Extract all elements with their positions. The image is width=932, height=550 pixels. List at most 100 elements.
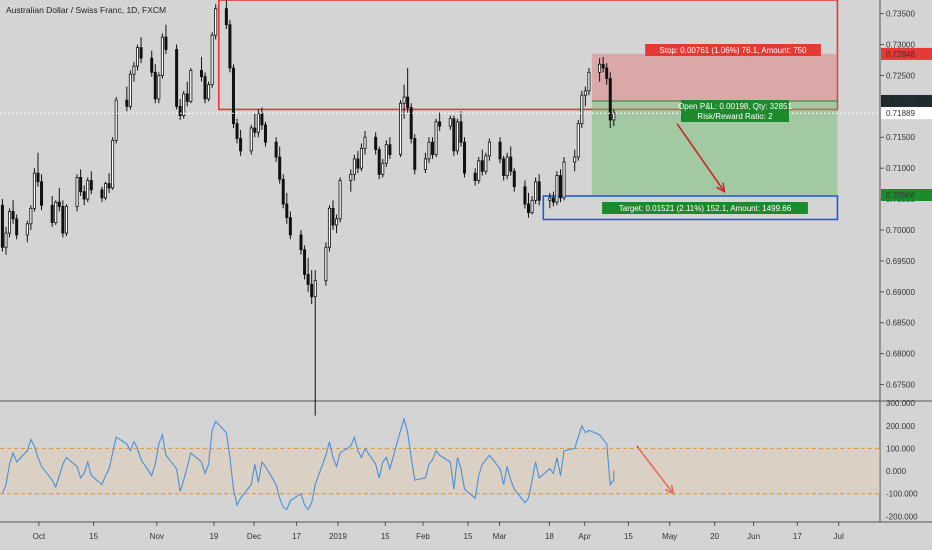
x-tick-label: 15 <box>464 532 473 541</box>
candle-body <box>285 203 289 219</box>
candle-body <box>111 139 115 189</box>
candle <box>36 152 40 187</box>
candle <box>160 33 164 79</box>
candle-body <box>406 96 410 108</box>
candle-body <box>64 206 68 234</box>
x-tick-label: Nov <box>150 532 164 541</box>
candle-body <box>210 34 214 86</box>
candle <box>310 270 314 305</box>
candle <box>153 64 157 104</box>
candle-body <box>132 65 136 75</box>
candle <box>406 68 410 113</box>
candle-body <box>189 70 193 102</box>
candle-body <box>256 113 260 133</box>
candle-body <box>15 218 19 236</box>
x-tick-label: Jul <box>834 532 844 541</box>
candle <box>0 199 4 252</box>
candle-body <box>477 160 481 181</box>
candle-body <box>104 183 108 199</box>
candle <box>207 81 211 102</box>
candle-body <box>374 136 378 151</box>
candle <box>79 169 83 196</box>
candle-body <box>160 36 164 76</box>
candle <box>256 109 260 138</box>
x-tick-label: Jun <box>747 532 760 541</box>
candle-body <box>580 94 584 125</box>
candle-body <box>313 280 317 298</box>
candle-body <box>548 197 552 201</box>
candle-body <box>448 118 452 127</box>
candle-body <box>363 136 367 149</box>
candle-body <box>459 121 463 143</box>
candle <box>427 137 431 164</box>
candle-body <box>605 67 609 79</box>
candle <box>239 129 243 156</box>
x-tick-label: 15 <box>624 532 633 541</box>
y-tick-label: 0.69500 <box>886 257 915 266</box>
candle <box>313 270 317 416</box>
candle-body <box>107 183 111 189</box>
candle <box>573 149 577 172</box>
osc-tick-label: -200.000 <box>886 512 918 521</box>
candle-body <box>260 113 264 126</box>
candle <box>189 68 193 104</box>
candle <box>580 90 584 128</box>
osc-tick-label: 300.000 <box>886 399 915 408</box>
candle-body <box>4 232 8 248</box>
y-tick-label: 0.73500 <box>886 10 915 19</box>
candle-body <box>530 199 534 214</box>
stop-label-text: Stop: 0.00761 (1.06%) 76.1, Amount: 750 <box>659 46 807 55</box>
candle <box>477 157 481 184</box>
candle-body <box>434 121 438 155</box>
price-badge-bg <box>881 47 932 60</box>
candle-body <box>438 121 442 127</box>
candle <box>4 226 8 255</box>
target-label: Target: 0.01521 (2.11%) 152.1, Amount: 1… <box>602 202 808 214</box>
candle <box>40 174 44 211</box>
candle <box>260 107 264 130</box>
candle <box>285 192 289 224</box>
candle-body <box>310 283 314 298</box>
candle <box>299 229 303 255</box>
candle-body <box>299 234 303 251</box>
candle <box>82 185 86 206</box>
candle-body <box>381 162 385 175</box>
candle-body <box>231 67 235 125</box>
chart-title: Australian Dollar / Swiss Franc, 1D, FXC… <box>6 5 166 15</box>
position-label-bg <box>681 100 789 122</box>
candle <box>388 137 392 159</box>
candle-body <box>54 201 58 223</box>
x-tick-label: 15 <box>381 532 390 541</box>
candle <box>555 171 559 206</box>
candle-body <box>598 63 602 73</box>
y-tick-label: 0.71000 <box>886 164 915 173</box>
candle-body <box>175 49 179 107</box>
projection-arrow-shaft <box>676 123 726 193</box>
candle-body <box>409 107 413 139</box>
support-box <box>542 195 839 221</box>
candle <box>249 124 253 155</box>
y-tick-label: 0.71500 <box>886 133 915 142</box>
stop-label: Stop: 0.00761 (1.06%) 76.1, Amount: 750 <box>645 44 821 56</box>
x-tick-label: 20 <box>710 532 719 541</box>
stop-label-bg <box>645 44 821 56</box>
candle <box>463 137 467 178</box>
candle <box>509 146 513 176</box>
candle <box>125 86 129 112</box>
candle-body <box>423 158 427 170</box>
stop-zone <box>591 53 838 101</box>
candle <box>587 68 591 96</box>
candle-body <box>224 8 228 26</box>
candle <box>203 72 207 104</box>
candle-body <box>463 141 467 174</box>
candle-body <box>583 90 587 96</box>
candle-body <box>303 249 307 275</box>
candle-body <box>100 189 104 199</box>
candle <box>75 174 79 212</box>
candle <box>274 137 278 162</box>
x-tick-label: Dec <box>247 532 261 541</box>
candle <box>534 177 538 205</box>
candle <box>100 186 104 203</box>
candle-body <box>558 175 562 199</box>
